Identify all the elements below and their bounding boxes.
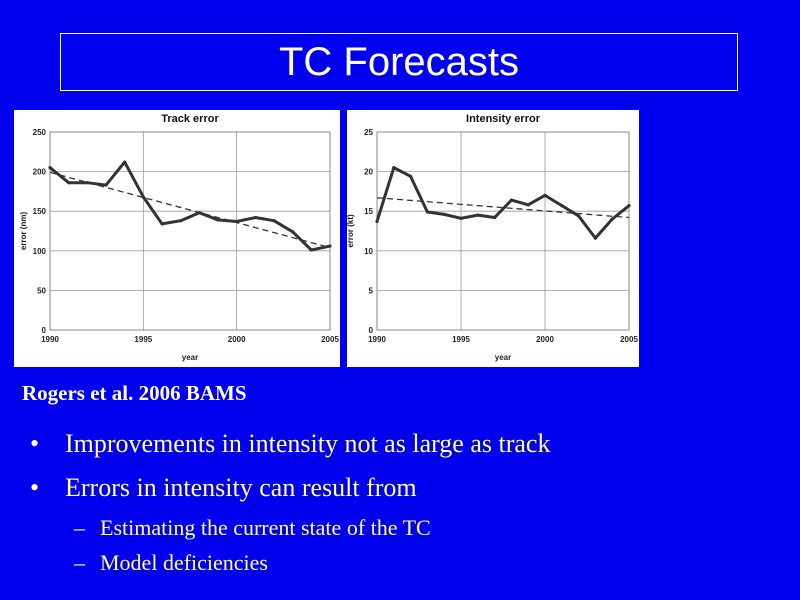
- data-point: [577, 214, 581, 218]
- slide-title: TC Forecasts: [278, 40, 520, 84]
- series-line: [49, 160, 331, 252]
- series-line: [375, 166, 630, 240]
- data-point: [560, 204, 564, 208]
- data-point: [141, 195, 145, 199]
- data-point: [123, 160, 127, 164]
- title-box: TC Forecasts: [60, 33, 738, 91]
- track-error-chart-svg: 0 50 100 150 200 250 1990 1995 2000 2005 Track err…: [19, 113, 339, 362]
- bullet-list: • Improvements in intensity not as large …: [30, 422, 550, 580]
- data-point: [425, 210, 429, 214]
- bullet-item: • Errors in intensity can result from: [30, 466, 550, 510]
- plot-frame: [49, 131, 331, 331]
- y-tick-label: 10: [364, 247, 373, 256]
- x-tick-label: 1990: [368, 335, 386, 344]
- sub-bullet-mark: –: [74, 515, 85, 540]
- data-point: [253, 215, 257, 220]
- trend-line: [49, 171, 331, 249]
- data-point: [610, 217, 614, 221]
- data-point: [67, 181, 71, 185]
- citation: Rogers et al. 2006 BAMS: [22, 381, 247, 405]
- data-point: [328, 244, 332, 248]
- data-point: [375, 219, 379, 224]
- data-point: [526, 203, 530, 207]
- track-error-chart: 0 50 100 150 200 250 1990 1995 2000 2005 Track err…: [14, 110, 340, 367]
- sub-bullet-text: Estimating the current state of the TC: [100, 515, 431, 540]
- y-tick-label: 0: [369, 326, 374, 335]
- data-point: [85, 181, 89, 185]
- data-point: [197, 211, 201, 215]
- data-point: [627, 204, 631, 208]
- chart-title: Track error: [161, 113, 219, 125]
- x-axis-label: year: [495, 353, 511, 362]
- x-tick-label: 1995: [134, 335, 152, 344]
- trend-line: [376, 197, 630, 219]
- x-tick-label: 1995: [452, 335, 470, 344]
- x-tick-label: 2005: [620, 335, 638, 344]
- y-tick-label: 150: [33, 207, 47, 216]
- intensity-error-chart: 0 5 10 15 20 25 1990 1995 2000 2005 Intensity erro…: [347, 110, 639, 367]
- data-point: [309, 248, 313, 252]
- data-point: [48, 166, 52, 170]
- data-point: [104, 183, 108, 187]
- y-tick-label: 15: [364, 207, 373, 216]
- y-tick-label: 0: [42, 326, 47, 335]
- data-point: [459, 216, 463, 220]
- data-point: [291, 230, 295, 234]
- y-tick-label: 5: [369, 286, 374, 295]
- x-tick-label: 2000: [536, 335, 554, 344]
- y-tick-label: 50: [37, 286, 46, 295]
- x-tick-label: 1990: [41, 335, 59, 344]
- data-point: [272, 219, 276, 223]
- sub-bullet-item: – Estimating the current state of the TC: [30, 510, 550, 545]
- x-axis-label: year: [182, 353, 198, 362]
- y-axis-label: error (kt): [347, 214, 355, 248]
- sub-bullet-mark: –: [74, 550, 85, 575]
- sub-bullet-text: Model deficiencies: [100, 550, 268, 575]
- data-point: [509, 198, 513, 202]
- y-tick-label: 250: [33, 128, 47, 137]
- plot-frame: [376, 131, 630, 331]
- chart-title: Intensity error: [466, 113, 541, 125]
- data-point: [593, 236, 597, 240]
- data-point: [179, 219, 183, 223]
- data-point: [409, 174, 413, 178]
- x-tick-label: 2005: [321, 335, 339, 344]
- bullet-item: • Improvements in intensity not as large …: [30, 422, 550, 466]
- bullet-text: Improvements in intensity not as large a…: [65, 429, 551, 458]
- data-point: [543, 193, 547, 197]
- y-tick-label: 100: [33, 247, 47, 256]
- sub-bullet-item: – Model deficiencies: [30, 545, 550, 580]
- data-point: [235, 219, 239, 224]
- data-point: [216, 218, 220, 222]
- data-point: [442, 212, 446, 216]
- y-tick-label: 200: [33, 168, 47, 177]
- intensity-error-chart-svg: 0 5 10 15 20 25 1990 1995 2000 2005 Intensity erro…: [347, 113, 638, 362]
- data-point: [476, 213, 480, 217]
- bullet-mark: •: [30, 429, 40, 458]
- x-tick-label: 2000: [228, 335, 246, 344]
- y-axis-label: error (nm): [19, 212, 28, 251]
- bullet-mark: •: [30, 473, 40, 502]
- data-point: [392, 166, 396, 170]
- data-point: [160, 222, 164, 226]
- y-tick-label: 20: [364, 168, 373, 177]
- data-point: [493, 215, 497, 220]
- y-tick-label: 25: [364, 128, 373, 137]
- bullet-text: Errors in intensity can result from: [65, 473, 417, 502]
